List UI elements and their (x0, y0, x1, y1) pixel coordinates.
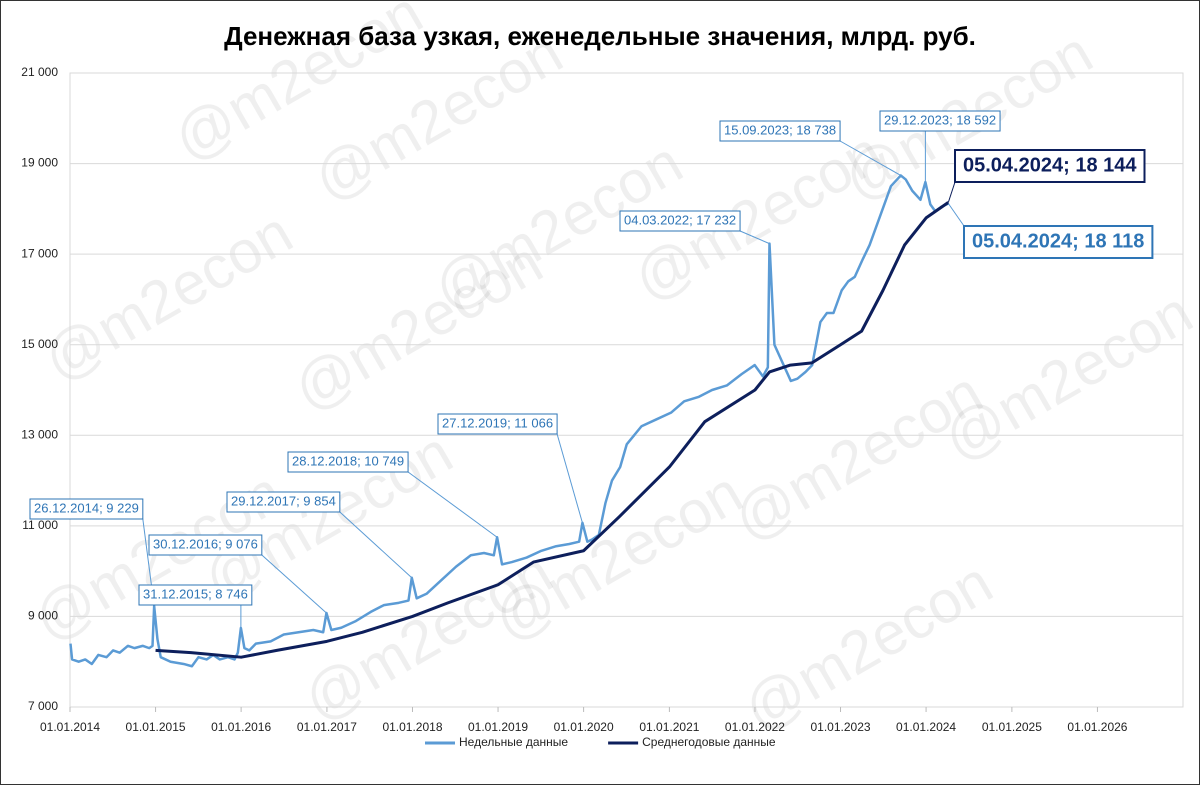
y-tick-label: 15 000 (21, 337, 58, 351)
annotation: 05.04.2024; 18 144 (947, 149, 1146, 203)
legend-label: Среднегодовые данные (642, 735, 776, 749)
y-tick-label: 19 000 (21, 156, 58, 170)
annotation-box (287, 451, 409, 473)
x-tick-label: 01.01.2025 (982, 720, 1042, 734)
annotation: 31.12.2015; 8 746 (138, 584, 253, 628)
x-tick-label: 01.01.2014 (40, 720, 100, 734)
y-tick-label: 17 000 (21, 246, 58, 260)
annotation: 29.12.2023; 18 592 (879, 110, 1001, 183)
annotation-box (148, 534, 263, 556)
x-tick-label: 01.01.2015 (126, 720, 186, 734)
y-tick-label: 21 000 (21, 65, 58, 79)
series-line (69, 174, 949, 668)
annotation-box (954, 149, 1146, 183)
annotation-leader (339, 511, 413, 579)
annotation-leader (261, 554, 327, 614)
annotation-label: 29.12.2023; 18 592 (884, 112, 996, 127)
annotation-box (138, 584, 253, 606)
annotation-label: 05.04.2024; 18 118 (972, 230, 1144, 252)
annotation: 30.12.2016; 9 076 (148, 534, 327, 614)
annotation-box (619, 210, 741, 232)
annotation: 05.04.2024; 18 118 (947, 203, 1154, 259)
y-tick-label: 11 000 (22, 518, 58, 532)
x-tick-label: 01.01.2023 (810, 720, 870, 734)
annotation-box (226, 491, 341, 513)
annotation-label: 31.12.2015; 8 746 (143, 586, 248, 601)
annotation-label: 30.12.2016; 9 076 (153, 536, 258, 551)
annotation: 04.03.2022; 17 232 (619, 210, 770, 245)
plot-border (69, 72, 1184, 708)
annotation-leader (407, 471, 498, 538)
x-tick-label: 01.01.2020 (554, 720, 614, 734)
x-tick-label: 01.01.2022 (725, 720, 785, 734)
annotation-leader (739, 230, 770, 245)
x-tick-label: 01.01.2016 (211, 720, 271, 734)
annotation-leader (839, 140, 902, 176)
series-line (155, 201, 950, 659)
annotation-label: 29.12.2017; 9 854 (231, 493, 336, 508)
annotation: 26.12.2014; 9 229 (29, 498, 155, 607)
annotation-label: 28.12.2018; 10 749 (292, 453, 404, 468)
x-tick-label: 01.01.2018 (382, 720, 442, 734)
chart-title: Денежная база узкая, еженедельные значен… (224, 21, 976, 51)
annotation-label: 05.04.2024; 18 144 (963, 154, 1137, 176)
x-tick-label: 01.01.2024 (896, 720, 956, 734)
annotation-leader (556, 433, 583, 524)
legend: Недельные данные Среднегодовые данные (425, 735, 776, 749)
x-tick-label: 01.01.2021 (639, 720, 699, 734)
y-tick-label: 13 000 (21, 427, 58, 441)
x-tick-label: 01.01.2026 (1067, 720, 1127, 734)
annotation-box (29, 498, 144, 520)
annotation-box (879, 110, 1001, 132)
legend-label: Недельные данные (459, 735, 568, 749)
annotation-label: 04.03.2022; 17 232 (624, 212, 736, 227)
y-tick-label: 9 000 (28, 609, 58, 623)
annotation-label: 27.12.2019; 11 066 (442, 415, 553, 430)
annotation-leader (947, 181, 956, 203)
annotation-label: 26.12.2014; 9 229 (34, 500, 139, 515)
annotation-box (437, 413, 558, 435)
x-tick-label: 01.01.2017 (297, 720, 357, 734)
annotation-label: 15.09.2023; 18 738 (724, 122, 836, 137)
annotation-box (719, 120, 841, 142)
annotation: 29.12.2017; 9 854 (226, 491, 413, 579)
annotation: 15.09.2023; 18 738 (719, 120, 902, 176)
x-tick-label: 01.01.2019 (468, 720, 528, 734)
annotation: 28.12.2018; 10 749 (287, 451, 498, 538)
annotation-box (963, 225, 1154, 259)
annotation: 27.12.2019; 11 066 (437, 413, 583, 524)
plot: 7 000 9 000 11 000 13 000 15 000 17 000 19 000… (21, 65, 1184, 734)
y-tick-label: 7 000 (28, 699, 58, 713)
annotation-leader (947, 203, 965, 227)
